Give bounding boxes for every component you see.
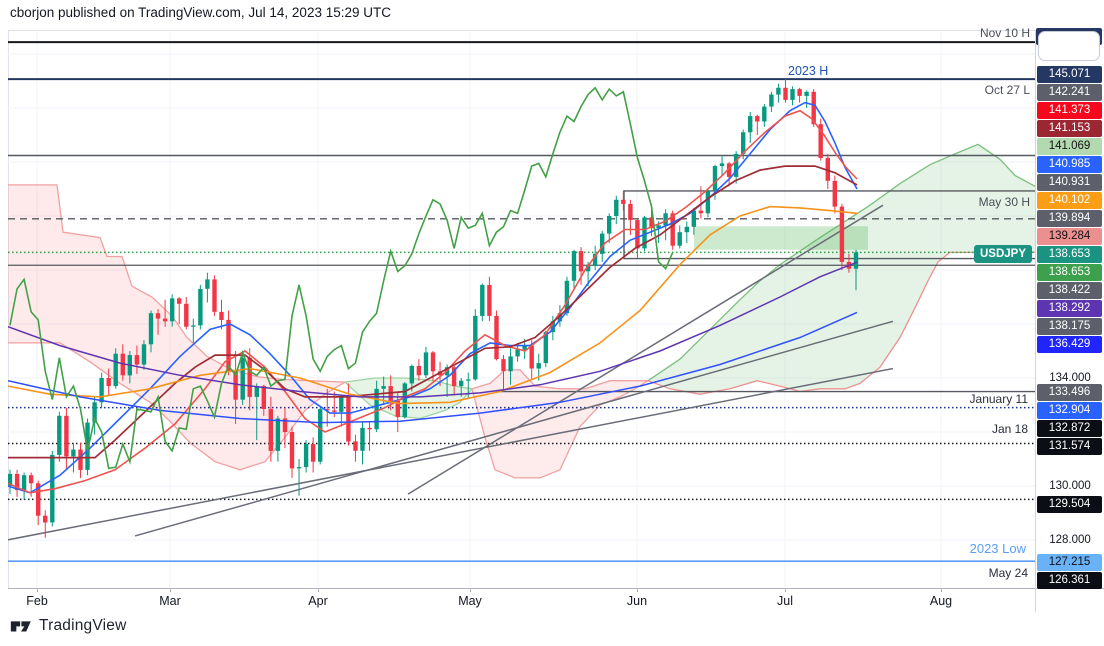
time-axis-tick [637, 588, 638, 592]
month-label-mar: Mar [159, 594, 181, 608]
time-axis-tick [37, 588, 38, 592]
ichimoku-cloud-bearish-1 [8, 184, 345, 470]
time-axis-tick [941, 588, 942, 592]
time-axis[interactable]: Feb Mar Apr May Jun Jul Aug [0, 588, 1035, 612]
trendline-3 [407, 204, 884, 495]
symbol-badge: USDJPY [974, 245, 1032, 263]
price-label: 132.904 [1037, 401, 1102, 419]
price-label: 139.894 [1037, 209, 1102, 227]
annotation-nov-10-h: Nov 10 H [980, 26, 1030, 40]
price-axis-tick-label: 130.000 [1049, 480, 1091, 492]
price-axis-tick-label: 128.000 [1049, 534, 1091, 546]
price-label: 126.361 [1037, 571, 1102, 589]
price-label: 138.653 [1037, 245, 1102, 263]
plot-area[interactable] [0, 30, 1035, 588]
ichimoku-cloud-bullish-2-bottom-edge [647, 251, 1035, 395]
price-label: 138.653 [1037, 263, 1102, 281]
ma-salmon [8, 109, 858, 494]
month-label-may: May [458, 594, 482, 608]
annotation-may-30-h: May 30 H [979, 195, 1030, 209]
ichimoku-cloud-bullish-2-top-edge [647, 143, 1035, 382]
price-label: 138.175 [1037, 317, 1102, 335]
price-label: 145.071 [1037, 65, 1102, 83]
price-label: 138.422 [1037, 281, 1102, 299]
supply-demand-zone [694, 226, 868, 250]
annotation-january-11: January 11 [970, 392, 1029, 406]
ma-slow-blue [8, 311, 858, 424]
price-label: 133.496 [1037, 383, 1102, 401]
price-axis-separator [1035, 30, 1036, 612]
price-label: 136.429 [1037, 335, 1102, 353]
tradingview-logo-icon [10, 621, 31, 632]
may-30-range-box [623, 190, 1035, 260]
time-axis-tick [170, 588, 171, 592]
candlestick-series [8, 79, 859, 538]
time-axis-separator [8, 588, 1104, 589]
tradingview-logo-text: TradingView [39, 617, 127, 634]
price-label: 141.373 [1037, 101, 1102, 119]
ma-fast-blue [8, 101, 858, 494]
price-label: 140.931 [1037, 173, 1102, 191]
price-label: 140.102 [1037, 191, 1102, 209]
ichimoku-cloud-bearish-1-top-edge [8, 184, 346, 383]
month-label-jun: Jun [626, 594, 648, 608]
month-label-apr: Apr [308, 594, 328, 608]
ma-purple [8, 261, 858, 398]
price-label: 129.504 [1037, 495, 1102, 513]
price-label: 142.241 [1037, 83, 1102, 101]
time-axis-tick [470, 588, 471, 592]
published-attribution: cborjon published on TradingView.com, Ju… [10, 5, 391, 20]
trendline-2 [134, 320, 894, 537]
plot-top-border [8, 30, 1104, 31]
plot-left-border [8, 30, 9, 588]
annotation-jan-18: Jan 18 [992, 422, 1028, 436]
ichimoku-cloud-bearish-2-top-edge [471, 369, 648, 390]
ichimoku-cloud-bullish-1-top-edge [344, 377, 473, 390]
chikou-span-line [9, 86, 674, 470]
time-axis-tick [318, 588, 319, 592]
covered-price-label-mask [1038, 31, 1100, 61]
ichimoku-cloud-bearish-2 [472, 369, 648, 478]
price-label: 127.215 [1037, 553, 1102, 571]
trendline-1 [8, 367, 894, 541]
price-label: 132.872 [1037, 419, 1102, 437]
price-axis-tick-label: 134.000 [1049, 372, 1091, 384]
ma-orange [8, 205, 858, 405]
tradingview-logo[interactable]: TradingView [10, 617, 127, 635]
annotation-oct-27-l: Oct 27 L [985, 83, 1031, 97]
price-label: 141.153 [1037, 119, 1102, 137]
price-label: 138.292 [1037, 299, 1102, 317]
price-label: 139.284 [1037, 227, 1102, 245]
price-label: 140.985 [1037, 155, 1102, 173]
month-label-jul: Jul [777, 594, 793, 608]
month-label-feb: Feb [26, 594, 48, 608]
annotation-2023-low: 2023 Low [970, 541, 1027, 556]
ichimoku-cloud-bearish-2-bottom-edge [471, 380, 649, 479]
annotation-2023-h: 2023 H [788, 64, 828, 78]
ma-dark-red [8, 165, 858, 459]
price-axis[interactable]: 145.071 142.241 141.373 141.153 141.069 140.9… [1035, 0, 1104, 612]
price-label: 141.069 [1037, 137, 1102, 155]
price-label: 131.574 [1037, 437, 1102, 455]
month-label-aug: Aug [929, 594, 953, 608]
annotation-may-24: May 24 [989, 566, 1029, 580]
time-axis-tick [785, 588, 786, 592]
